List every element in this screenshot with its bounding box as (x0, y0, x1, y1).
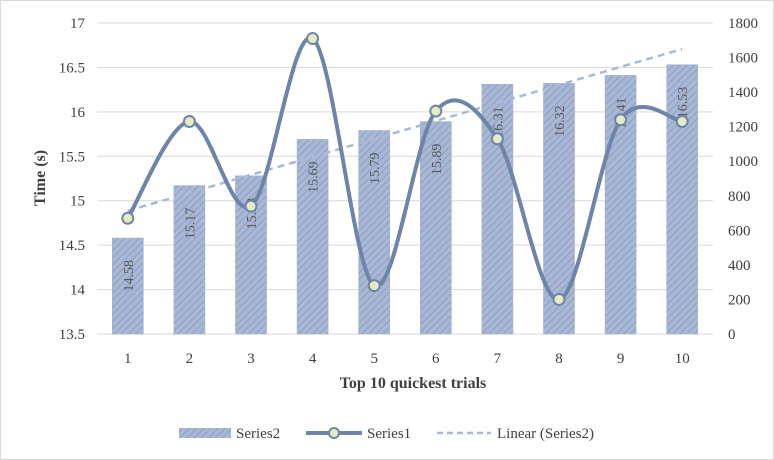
trendline-path (127, 47, 683, 213)
right-axis-tick-label: 800 (728, 189, 751, 205)
left-axis-ticks: 13.5 14 14.5 15 15.5 16 16.5 17 (59, 16, 86, 343)
legend-swatch-series2 (179, 428, 231, 438)
bar-data-label: 16.31 (491, 106, 506, 138)
legend-label-series1: Series1 (367, 426, 411, 442)
series1-line-path (125, 36, 685, 302)
x-axis-ticks: 1 2 3 4 5 6 7 8 9 10 (124, 351, 690, 367)
bars (112, 64, 699, 335)
series1-line (121, 32, 689, 306)
series1-marker (614, 113, 628, 127)
bar (173, 185, 206, 335)
x-axis-tick-label: 1 (124, 351, 132, 367)
y-axis-title: Time (s) (32, 150, 49, 206)
left-axis-tick-label: 14.5 (59, 238, 85, 254)
series1-marker (552, 292, 566, 306)
x-axis-tick-label: 4 (309, 351, 317, 367)
bar (112, 237, 144, 335)
x-axis-tick-label: 9 (617, 351, 625, 367)
bar-data-label: 15.79 (368, 153, 383, 185)
right-axis-tick-label: 0 (728, 327, 736, 343)
left-axis-tick-label: 13.5 (59, 327, 85, 343)
right-axis-tick-label: 1400 (728, 85, 758, 101)
bar-data-label: 15.89 (430, 144, 445, 176)
legend: Series2 Series1 Linear (Series2) (179, 426, 594, 442)
x-axis-tick-label: 2 (186, 351, 194, 367)
bar-data-label: 14.58 (122, 260, 137, 292)
right-axis-tick-label: 600 (728, 223, 751, 239)
right-axis-tick-label: 1200 (728, 120, 758, 136)
series1-marker (675, 114, 689, 128)
bar-data-label: 15.69 (307, 161, 322, 193)
series1-marker (429, 104, 443, 118)
right-axis-tick-label: 400 (728, 258, 751, 274)
right-axis-ticks: 0 200 400 600 800 1000 1200 1400 1600 1800 (728, 16, 758, 343)
series1-marker (490, 132, 504, 146)
left-axis-tick-label: 14 (70, 283, 86, 299)
x-axis-tick-label: 6 (432, 351, 440, 367)
trendline (127, 47, 683, 213)
left-axis-tick-label: 16 (70, 105, 86, 121)
right-axis-tick-label: 1000 (728, 154, 758, 170)
bar (481, 84, 514, 335)
bar-data-label: 16.53 (676, 87, 691, 119)
series1-marker (367, 279, 381, 293)
legend-label-series2: Series2 (236, 426, 280, 442)
series1-marker (244, 199, 258, 213)
x-axis-tick-label: 3 (247, 351, 255, 367)
series1-marker (306, 32, 320, 46)
legend-label-trendline: Linear (Series2) (497, 426, 594, 442)
left-axis-tick-label: 17 (70, 16, 86, 32)
series1-marker (121, 211, 135, 225)
left-axis-tick-label: 15 (70, 194, 85, 210)
bar (358, 130, 391, 335)
x-axis-tick-label: 8 (555, 351, 563, 367)
bar-data-label: 15.17 (183, 208, 198, 240)
bar (419, 121, 452, 335)
bar (666, 64, 699, 335)
series1-marker (182, 114, 196, 128)
right-axis-tick-label: 200 (728, 292, 751, 308)
left-axis-tick-label: 15.5 (59, 149, 85, 165)
left-axis-tick-label: 16.5 (59, 60, 85, 76)
bar (296, 139, 329, 335)
x-axis-title: Top 10 quickest trials (340, 375, 487, 392)
bar-data-label: 16.32 (553, 105, 568, 136)
x-axis-tick-label: 5 (370, 351, 378, 367)
right-axis-tick-label: 1600 (728, 51, 758, 67)
right-axis-tick-label: 1800 (728, 16, 758, 32)
x-axis-tick-label: 7 (494, 351, 502, 367)
x-axis-tick-label: 10 (675, 351, 690, 367)
legend-swatch-series1-marker (328, 427, 340, 439)
